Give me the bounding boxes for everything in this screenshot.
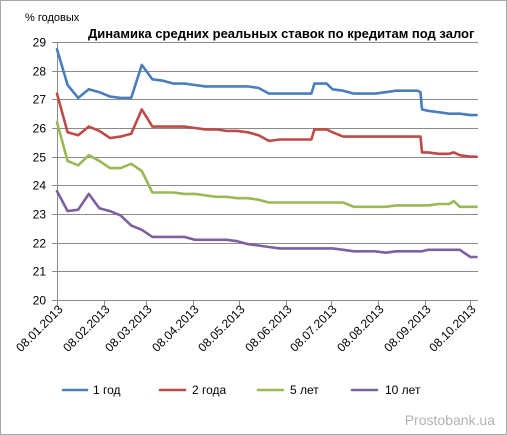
- y-tick-label: 25: [33, 151, 47, 165]
- legend-item-5-years: 5 лет: [256, 383, 319, 397]
- series-lines: [55, 47, 478, 259]
- y-tick-label: 28: [33, 65, 47, 79]
- y-tick-label: 24: [33, 179, 47, 193]
- legend-label-5-years: 5 лет: [290, 383, 319, 397]
- y-tick-label: 27: [33, 93, 47, 107]
- y-tick-label: 29: [33, 36, 47, 50]
- y-tick-label: 26: [33, 122, 47, 136]
- chart-title: Динамика средних реальных ставок по кред…: [88, 26, 475, 41]
- series-line-1: [55, 47, 478, 117]
- series-line-2: [55, 92, 478, 158]
- y-tick-label: 23: [33, 208, 47, 222]
- series-line-3: [55, 121, 478, 209]
- legend-item-10-years: 10 лет: [350, 383, 421, 397]
- series-line-4: [55, 189, 478, 259]
- gridlines: [57, 42, 478, 272]
- legend-label-10-years: 10 лет: [385, 383, 421, 397]
- y-tick-label: 20: [33, 294, 47, 308]
- y-axis-label: % годовых: [25, 12, 80, 24]
- legend: 1 год 2 года 5 лет 10 лет: [61, 383, 421, 397]
- legend-label-2-years: 2 года: [192, 383, 227, 397]
- axes: [52, 42, 478, 305]
- y-tick-label: 21: [33, 265, 47, 279]
- legend-item-1-year: 1 год: [61, 383, 121, 397]
- legend-item-2-years: 2 года: [158, 383, 227, 397]
- legend-label-1-year: 1 год: [93, 383, 121, 397]
- watermark: Prostobank.ua: [405, 412, 495, 428]
- y-tick-label: 22: [33, 237, 47, 251]
